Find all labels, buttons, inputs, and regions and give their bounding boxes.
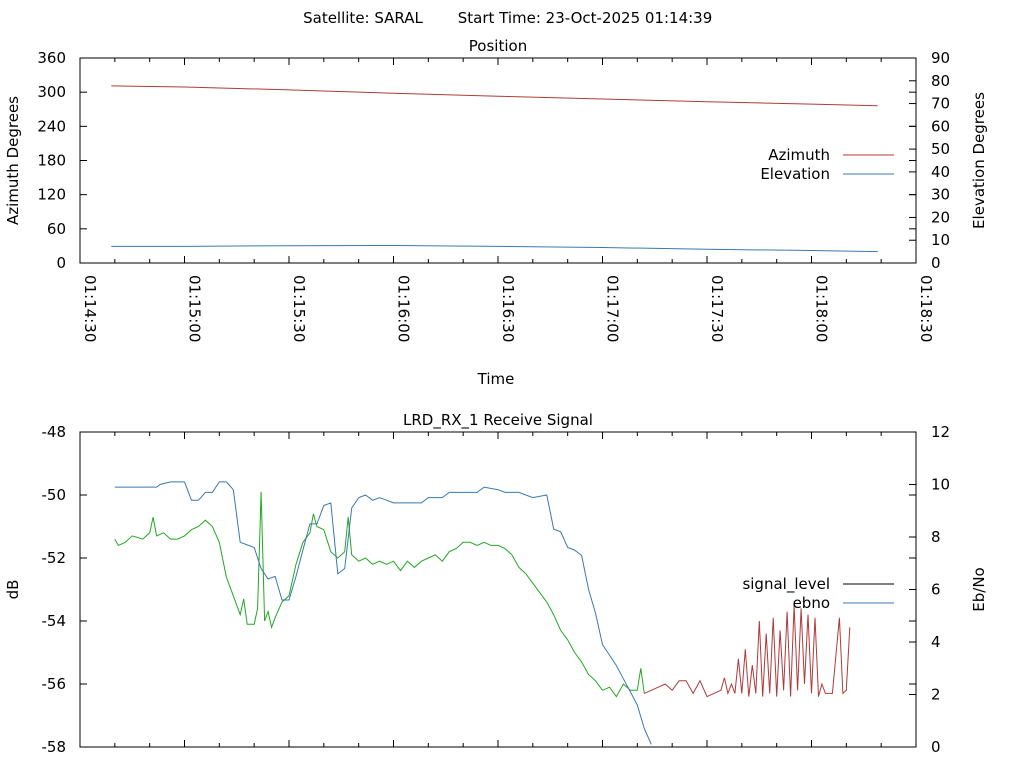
y-tick-label: -54 [42,612,67,630]
y2-tick-label: 8 [931,528,941,546]
satellite-label: Satellite: SARAL [303,9,423,27]
y2-axis-label: Eb/No [970,567,988,611]
y-tick-label: 360 [37,49,66,67]
y2-tick-label: 80 [931,72,950,90]
y-tick-label: 180 [37,152,66,170]
y2-tick-label: 40 [931,163,950,181]
series-ebno-line [114,481,652,745]
y2-tick-label: 0 [931,254,941,272]
y-axis-label: Azimuth Degrees [4,96,22,225]
y2-axis-label: Elevation Degrees [970,92,988,229]
legend-label-signal_level: signal_level [742,575,830,594]
x-axis-label: Time [477,370,515,388]
series-signal_level-line [114,491,645,698]
legend-label-Elevation: Elevation [760,165,830,183]
legend-label-ebno: ebno [793,594,830,612]
y2-tick-label: 12 [931,423,950,441]
chart-title: Position [469,37,527,55]
position-chart: Position 0 60 120 180 240 300 360 0 10 20 30 40 50 60 7… [4,37,988,388]
y-axis-label: dB [4,580,22,600]
series-Elevation-line [111,244,878,253]
y-tick-label: 300 [37,83,66,101]
x-tick-label: 01:15:00 [186,275,204,342]
y2-tick-label: 90 [931,49,950,67]
y2-tick-label: 70 [931,95,950,113]
y-tick-label: 60 [47,220,66,238]
y-tick-label: -48 [42,423,67,441]
y-tick-label: -52 [42,549,67,567]
y-tick-label: 240 [37,117,66,135]
y-tick-label: -56 [42,675,67,693]
y2-tick-label: 10 [931,476,950,494]
series-signal_level-line-tail [644,605,851,698]
receive-signal-chart: LRD_RX_1 Receive Signal -58 -56 -54 -52 -50 -4… [4,411,988,756]
y2-tick-label: 30 [931,186,950,204]
x-tick-label: 01:14:30 [81,275,99,342]
y2-tick-label: 4 [931,633,941,651]
y2-tick-label: 6 [931,581,941,599]
chart-title: LRD_RX_1 Receive Signal [403,411,593,430]
y2-tick-label: 50 [931,140,950,158]
series-Azimuth-line [111,85,878,107]
y2-tick-label: 2 [931,686,941,704]
y-tick-label: 0 [56,254,66,272]
x-tick-label: 01:16:00 [395,275,413,342]
y-tick-label: -50 [42,486,67,504]
x-tick-label: 01:18:00 [813,275,831,342]
start-time-label: Start Time: 23-Oct-2025 01:14:39 [458,9,713,27]
x-tick-label: 01:18:30 [917,275,935,342]
y2-tick-label: 60 [931,117,950,135]
y-tick-label: 120 [37,186,66,204]
y2-tick-label: 10 [931,231,950,249]
y-tick-label: -58 [42,738,67,756]
legend-label-Azimuth: Azimuth [768,146,830,164]
x-tick-label: 01:16:30 [499,275,517,342]
y2-tick-label: 20 [931,208,950,226]
x-tick-label: 01:17:00 [604,275,622,342]
x-tick-label: 01:15:30 [290,275,308,342]
y2-tick-label: 0 [931,738,941,756]
x-tick-label: 01:17:30 [708,275,726,342]
